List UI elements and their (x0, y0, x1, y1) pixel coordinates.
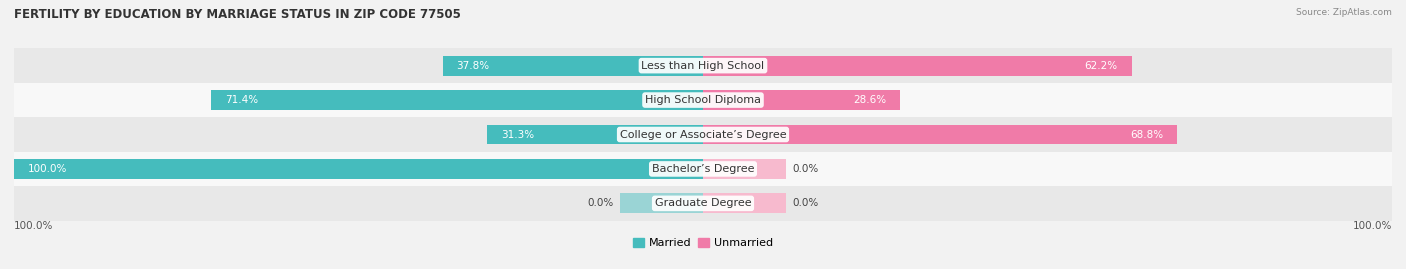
Legend: Married, Unmarried: Married, Unmarried (628, 233, 778, 253)
Text: 100.0%: 100.0% (28, 164, 67, 174)
Bar (703, 125, 1177, 144)
Bar (443, 56, 703, 76)
Text: 62.2%: 62.2% (1084, 61, 1118, 71)
Bar (14, 48, 1392, 83)
Text: Less than High School: Less than High School (641, 61, 765, 71)
Text: High School Diploma: High School Diploma (645, 95, 761, 105)
Bar (703, 159, 786, 179)
Bar (620, 193, 703, 213)
Text: 0.0%: 0.0% (793, 198, 818, 208)
Text: 100.0%: 100.0% (14, 221, 53, 231)
Text: 68.8%: 68.8% (1130, 129, 1163, 140)
Text: 0.0%: 0.0% (793, 164, 818, 174)
Bar (703, 56, 1132, 76)
Text: Graduate Degree: Graduate Degree (655, 198, 751, 208)
Bar (14, 159, 703, 179)
Bar (14, 83, 1392, 117)
Text: 71.4%: 71.4% (225, 95, 257, 105)
Text: College or Associate’s Degree: College or Associate’s Degree (620, 129, 786, 140)
Text: 100.0%: 100.0% (1353, 221, 1392, 231)
Bar (703, 193, 786, 213)
Bar (488, 125, 703, 144)
Text: 0.0%: 0.0% (588, 198, 613, 208)
Bar (703, 90, 900, 110)
Text: Bachelor’s Degree: Bachelor’s Degree (652, 164, 754, 174)
Text: FERTILITY BY EDUCATION BY MARRIAGE STATUS IN ZIP CODE 77505: FERTILITY BY EDUCATION BY MARRIAGE STATU… (14, 8, 461, 21)
Bar (14, 117, 1392, 152)
Text: 28.6%: 28.6% (853, 95, 886, 105)
Text: 31.3%: 31.3% (501, 129, 534, 140)
Text: 37.8%: 37.8% (457, 61, 489, 71)
Text: Source: ZipAtlas.com: Source: ZipAtlas.com (1296, 8, 1392, 17)
Bar (14, 186, 1392, 221)
Bar (14, 152, 1392, 186)
Bar (211, 90, 703, 110)
